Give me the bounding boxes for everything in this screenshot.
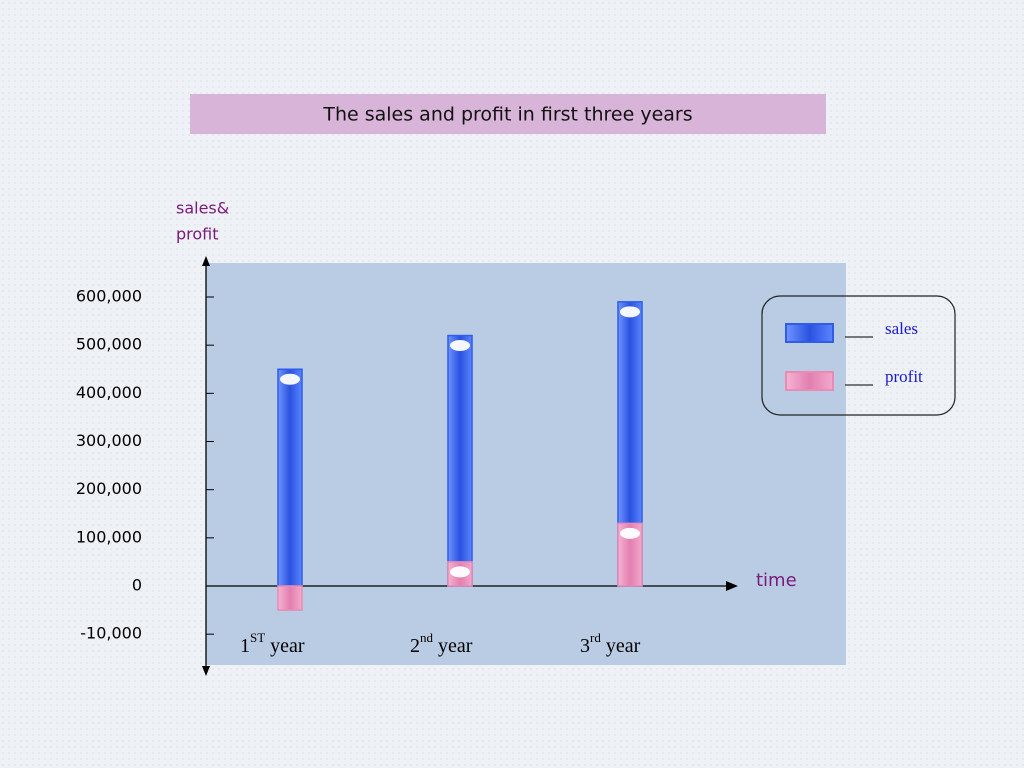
bar	[277, 368, 303, 587]
bar-cap	[620, 306, 640, 318]
legend-box	[761, 295, 956, 416]
y-tick-label: 600,000	[76, 287, 142, 306]
category-number: 2	[410, 635, 420, 657]
bar-cap	[620, 527, 640, 539]
category-superscript: ST	[250, 630, 265, 645]
legend-swatch	[785, 323, 834, 343]
x-tick-label: 2nd year	[410, 630, 473, 657]
x-tick-label: 3rd year	[580, 630, 641, 657]
y-tick-label: 500,000	[76, 335, 142, 354]
y-tick-label: 200,000	[76, 479, 142, 498]
x-axis-arrow	[726, 581, 738, 591]
x-tick-label: 1ST year	[240, 630, 305, 657]
category-suffix: year	[265, 635, 305, 657]
bar-cap	[280, 373, 300, 385]
bar	[277, 585, 303, 611]
legend-swatch	[785, 371, 834, 391]
y-tick-label: 300,000	[76, 431, 142, 450]
category-superscript: rd	[590, 630, 601, 645]
y-tick-label: 0	[132, 576, 142, 595]
bar	[447, 334, 473, 587]
plot-area	[206, 263, 846, 665]
category-superscript: nd	[420, 630, 434, 645]
bar-cap	[450, 340, 470, 352]
x-axis-label: time	[756, 570, 797, 591]
chart-title: The sales and profit in first three year…	[322, 104, 692, 126]
y-axis-label: sales&	[176, 199, 229, 218]
legend-label: sales	[885, 319, 918, 338]
bar-cap	[450, 566, 470, 578]
title-box	[190, 94, 826, 134]
y-axis-label: profit	[176, 225, 219, 244]
category-suffix: year	[433, 635, 473, 657]
category-number: 1	[240, 635, 250, 657]
y-tick-label: 400,000	[76, 383, 142, 402]
category-number: 3	[580, 635, 590, 657]
category-suffix: year	[601, 635, 641, 657]
y-tick-label: 100,000	[76, 527, 142, 546]
legend-label: profit	[885, 367, 923, 386]
y-tick-label: -10,000	[80, 624, 142, 643]
